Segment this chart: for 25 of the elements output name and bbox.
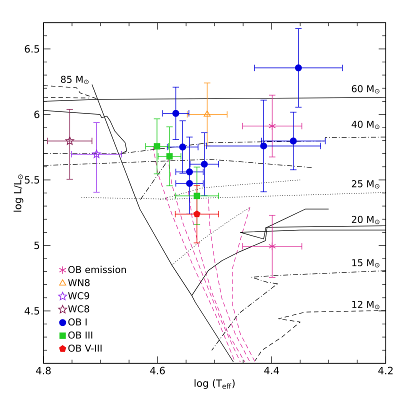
legend-label: OB I <box>68 318 87 326</box>
annotation: 15 M$_{⊙}$ <box>352 259 380 268</box>
annotation: 20 M$_{⊙}$ <box>352 216 380 224</box>
legend-label: WN8 <box>68 279 90 286</box>
legend-label: WC9 <box>68 292 90 300</box>
x-tick-label: 4.2 <box>378 366 393 374</box>
y-tick-label: 5 <box>34 242 40 250</box>
y-axis-title: log L/L$_{⊙}$ <box>14 174 24 212</box>
x-tick-label: 4.4 <box>264 366 279 374</box>
legend-label: WC8 <box>68 305 90 312</box>
annotation: 85 M$_{⊙}$ <box>60 76 89 84</box>
legend-label: OB III <box>68 331 92 339</box>
annotation: 25 M$_{⊙}$ <box>352 180 380 188</box>
x-axis-title: log (T$_{eff}$) <box>194 379 235 389</box>
annotation: 40 M$_{⊙}$ <box>352 120 380 130</box>
x-tick-label: 4.6 <box>150 366 165 374</box>
y-tick-label: 5.5 <box>24 176 40 184</box>
y-tick-label: 6 <box>34 110 40 118</box>
legend-label: OB V-III <box>68 344 102 352</box>
y-tick-label: 4.5 <box>24 307 40 315</box>
y-tick-label: 6.5 <box>24 45 40 53</box>
x-tick-label: 4.8 <box>36 366 51 374</box>
legend-label: OB emission <box>68 266 126 274</box>
annotation: 60 M$_{⊙}$ <box>352 85 380 94</box>
annotation: 12 M$_{⊙}$ <box>352 300 380 310</box>
